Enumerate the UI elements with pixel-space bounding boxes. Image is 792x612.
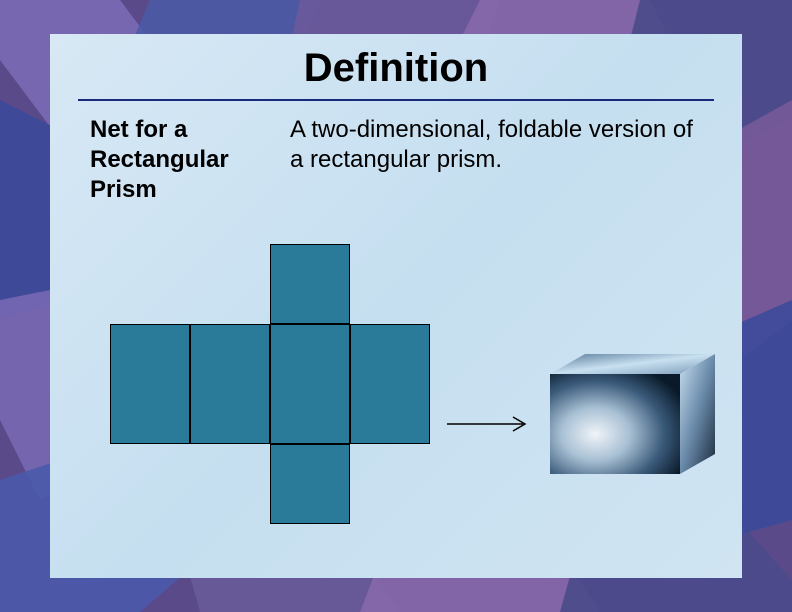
term-label: Net for a Rectangular Prism: [90, 115, 270, 205]
arrow-icon: [445, 414, 535, 434]
title-rule: [78, 99, 714, 101]
net-face: [190, 324, 270, 444]
net-face: [270, 324, 350, 444]
definition-row: Net for a Rectangular Prism A two-dimens…: [50, 115, 742, 205]
net-face: [350, 324, 430, 444]
net-face: [270, 244, 350, 324]
card-title: Definition: [50, 34, 742, 99]
definition-text: A two-dimensional, foldable version of a…: [290, 115, 712, 205]
definition-card: Definition Net for a Rectangular Prism A…: [50, 34, 742, 578]
diagram-area: [50, 244, 742, 578]
net-face: [110, 324, 190, 444]
rectangular-prism-icon: [540, 344, 730, 494]
net-face: [270, 444, 350, 524]
